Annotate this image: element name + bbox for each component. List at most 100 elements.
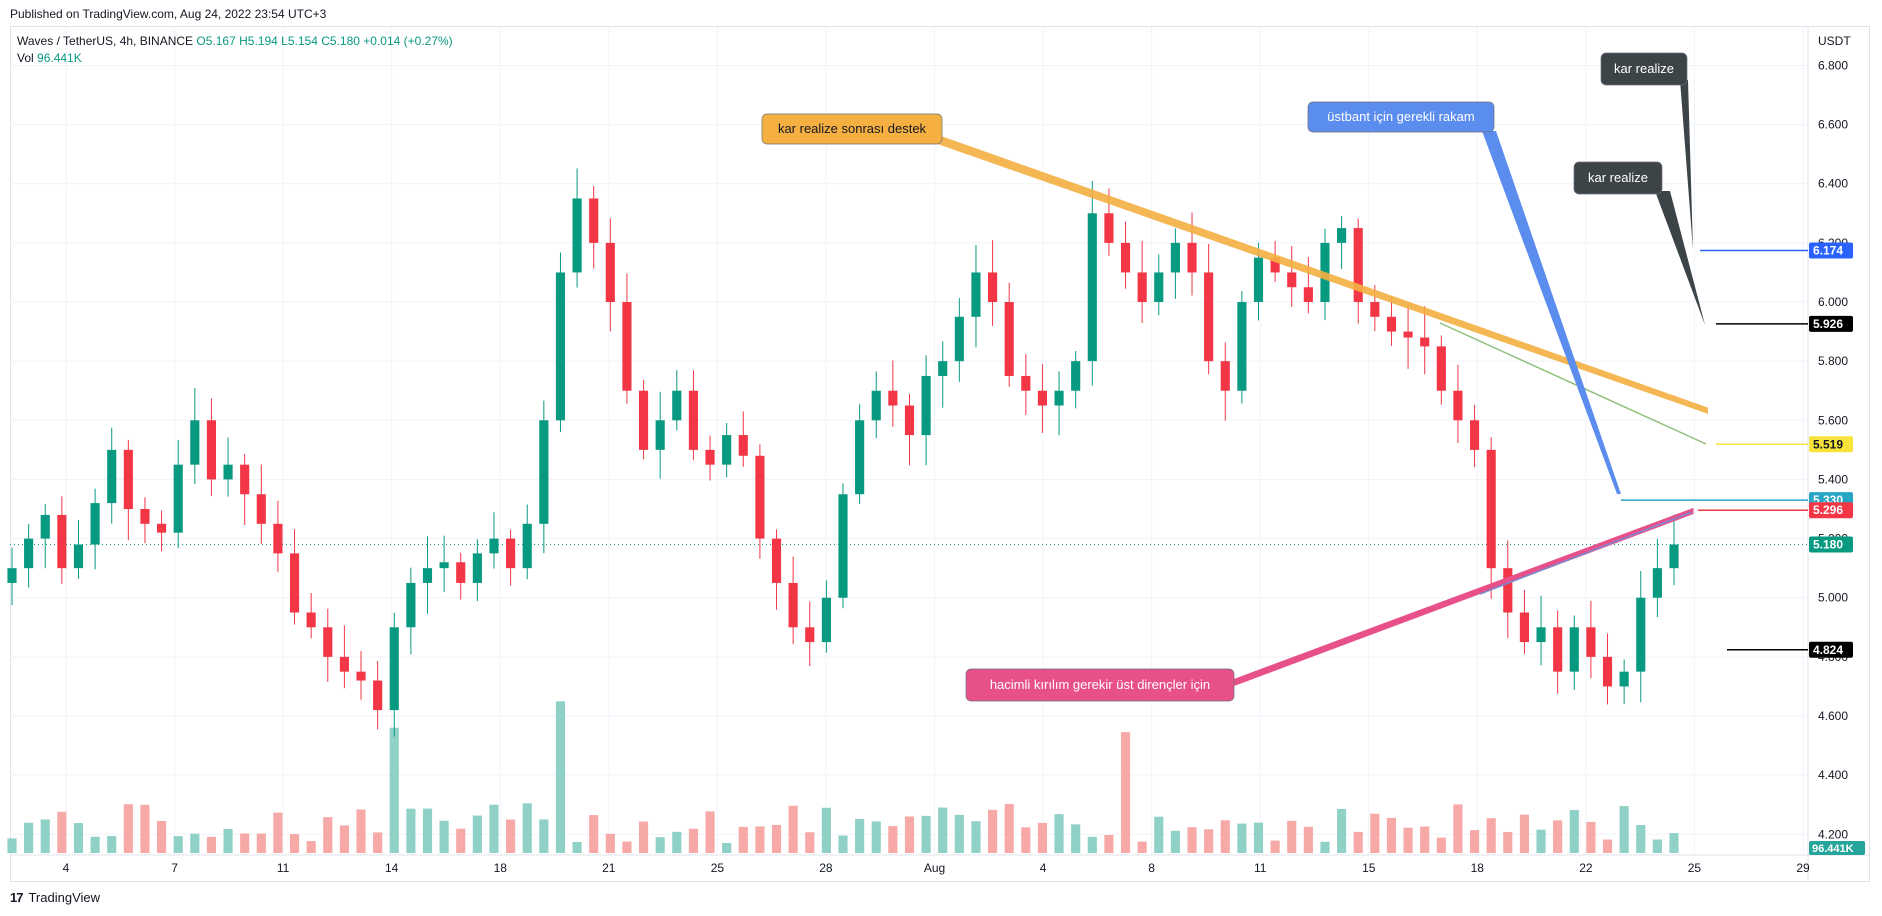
candle-body	[1619, 671, 1629, 687]
candle-body	[1337, 228, 1347, 243]
price-tick-label: 4.200	[1818, 827, 1848, 841]
price-tick-label: 4.600	[1818, 709, 1848, 723]
candle-body	[373, 680, 383, 711]
candle-body	[722, 435, 732, 465]
candle-body	[40, 514, 50, 539]
candle-body	[755, 455, 765, 539]
price-markers: 6.1745.9265.5195.3305.2965.1804.82496.44…	[1809, 242, 1865, 855]
volume-bar	[190, 833, 200, 853]
candle-body	[738, 435, 748, 456]
drawings: kar realize sonrası destek üstbant için g…	[761, 52, 1808, 702]
volume-bar	[506, 819, 516, 853]
volume-bar	[1287, 820, 1297, 853]
tradingview-logo-icon: 17	[10, 890, 24, 905]
candle-body	[1054, 390, 1064, 406]
time-tick-label: 8	[1148, 861, 1155, 875]
volume-bar	[1253, 822, 1264, 853]
volume-bar	[73, 823, 84, 853]
price-tick-label: 6.800	[1818, 58, 1848, 72]
candle-body	[1586, 627, 1596, 657]
symbol-label[interactable]: Waves / TetherUS, 4h, BINANCE	[17, 34, 194, 48]
callout-pointer-blue	[1482, 131, 1621, 494]
volume-bar	[1220, 820, 1230, 853]
price-tick-label: 6.600	[1818, 118, 1848, 132]
chart-legend: Waves / TetherUS, 4h, BINANCE O5.167 H5.…	[17, 33, 453, 67]
candle-body	[838, 494, 848, 598]
candle-body	[240, 464, 250, 495]
price-marker-label: 6.174	[1813, 244, 1843, 258]
volume-bar	[888, 826, 898, 853]
volume-bar	[389, 727, 399, 853]
candle-body	[1253, 257, 1264, 303]
volume-bar	[306, 841, 316, 853]
candle-body	[1204, 272, 1214, 362]
footer-brand[interactable]: 17 TradingView	[10, 890, 100, 905]
volume-bar	[1004, 804, 1014, 853]
volume-bar	[140, 804, 150, 853]
candle-body	[1004, 302, 1014, 376]
price-marker-badge	[1809, 502, 1853, 519]
volume-bar	[489, 804, 499, 853]
time-tick-label: Aug	[924, 861, 945, 875]
candle-body	[672, 390, 682, 421]
candle-body	[206, 420, 217, 480]
published-caption: Published on TradingView.com, Aug 24, 20…	[10, 7, 327, 21]
candle-body	[605, 242, 615, 303]
volume-bar	[1337, 808, 1347, 853]
candle-body	[921, 375, 931, 436]
volume-bar	[1370, 813, 1380, 853]
volume-bar	[339, 825, 349, 853]
candle-body	[1553, 627, 1563, 672]
price-tick-label: 5.000	[1818, 591, 1848, 605]
callout-box	[965, 668, 1235, 702]
time-tick-label: 4	[63, 861, 70, 875]
candle-body	[1669, 544, 1679, 569]
candle-body	[1636, 597, 1646, 672]
currency-label: USDT	[1818, 34, 1851, 48]
volume-bar	[57, 811, 67, 853]
candle-body	[555, 272, 566, 421]
candle-body	[24, 538, 34, 569]
candle-body	[655, 420, 665, 450]
volume-bar	[855, 818, 865, 853]
volume-label[interactable]: Vol	[17, 51, 34, 65]
time-tick-label: 7	[171, 861, 178, 875]
volume-bar	[555, 701, 566, 853]
candle-body	[771, 538, 782, 583]
high-value: H5.194	[239, 34, 278, 48]
volume-bar	[1120, 732, 1131, 853]
candle-body	[157, 523, 167, 533]
volume-bar	[7, 838, 17, 853]
time-axis: 4 7 11 14 18 21 25 28 Aug 4 8 11 15 18 22 25 29	[63, 861, 1810, 875]
callout-label: kar realize	[1614, 61, 1674, 76]
candle-body	[1187, 242, 1197, 273]
candle-body	[339, 656, 349, 672]
callout-box	[1307, 101, 1495, 133]
candle-body	[57, 514, 67, 569]
price-marker-badge	[1809, 436, 1853, 453]
candle-body	[1370, 302, 1380, 317]
volume-bar	[1403, 827, 1413, 853]
candle-body	[821, 597, 831, 643]
candle-body	[489, 538, 499, 554]
candle-body	[1469, 420, 1480, 450]
time-tick-label: 11	[277, 861, 290, 875]
price-marker-label: 4.824	[1813, 643, 1843, 657]
volume-bar	[1154, 816, 1164, 853]
volume-bar	[1353, 831, 1363, 853]
candle-body	[306, 612, 316, 628]
candle-body	[1303, 287, 1313, 303]
candle-body	[572, 198, 582, 273]
price-axis: USDT6.8006.6006.4006.2006.0005.8005.6005…	[1818, 34, 1851, 841]
volume-bar	[1669, 833, 1679, 853]
volume-bar	[788, 805, 798, 853]
volume-bar	[1071, 824, 1081, 853]
price-tick-label: 5.600	[1818, 413, 1848, 427]
candle-body	[140, 509, 150, 524]
volume-bar	[1021, 827, 1031, 853]
candle-body	[1170, 242, 1180, 273]
candle-body	[622, 302, 632, 391]
volume-bar	[157, 820, 167, 853]
candle-body	[954, 316, 964, 362]
